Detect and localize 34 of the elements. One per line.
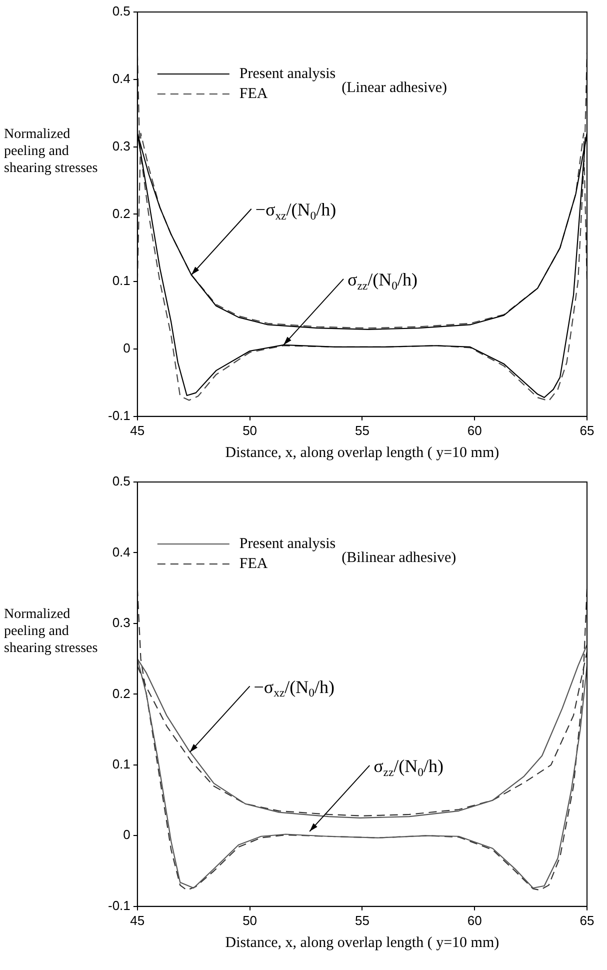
legend-label: FEA [239, 556, 268, 572]
y-tick-label: 0.4 [112, 70, 130, 86]
legend-label: Present analysis [239, 66, 336, 82]
x-axis-title: Distance, x, along overlap length ( y=10 mm) [225, 444, 500, 461]
x-tick-label: 65 [580, 912, 594, 928]
y-tick-label: 0 [123, 340, 130, 356]
legend-label: Present analysis [239, 536, 336, 552]
x-tick-label: 50 [242, 422, 258, 438]
x-tick-label: 55 [354, 912, 370, 928]
y-tick-label: 0.3 [112, 615, 130, 630]
y-tick-label: 0.1 [112, 273, 130, 288]
y-tick-label: 0.5 [112, 474, 130, 489]
annotation: (Bilinear adhesive) [342, 550, 456, 566]
y-tick-label: 0.2 [112, 206, 130, 221]
y-tick-label: 0 [123, 827, 130, 842]
y-tick-label: -0.1 [108, 898, 130, 913]
x-tick-label: 65 [580, 422, 594, 438]
legend-label: FEA [239, 86, 268, 102]
x-tick-label: 55 [354, 422, 370, 438]
y-tick-label: 0.1 [112, 756, 130, 772]
y-axis-title: Normalized peeling and shearing stresses [4, 607, 98, 656]
y-tick-label: -0.1 [108, 408, 130, 423]
y-axis-title: Normalized peeling and shearing stresses [4, 127, 98, 176]
y-tick-label: 0.2 [112, 686, 130, 701]
x-tick-label: 45 [130, 422, 145, 438]
x-tick-label: 45 [130, 912, 145, 928]
annotation: (Linear adhesive) [342, 80, 447, 96]
x-axis-title: Distance, x, along overlap length ( y=10 mm) [225, 934, 500, 951]
y-tick-label: 0.5 [112, 4, 130, 19]
x-tick-label: 50 [242, 912, 258, 928]
x-tick-label: 60 [467, 912, 482, 928]
y-tick-label: 0.4 [112, 544, 130, 560]
x-tick-label: 60 [467, 422, 482, 438]
y-tick-label: 0.3 [112, 138, 130, 154]
